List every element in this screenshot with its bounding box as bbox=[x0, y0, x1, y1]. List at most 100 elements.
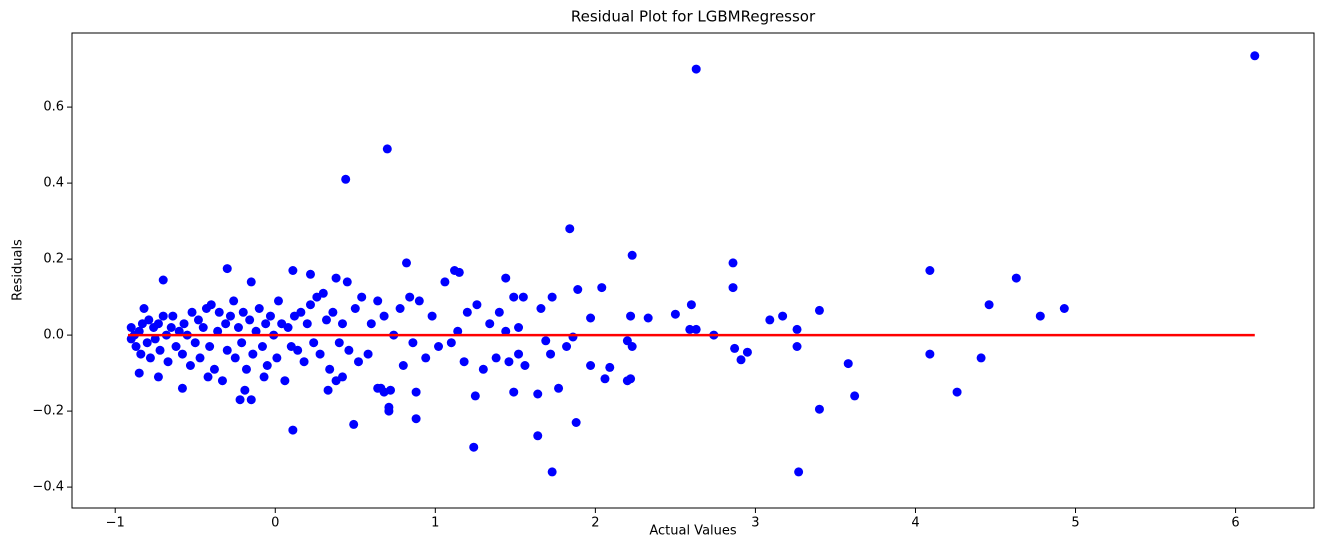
point bbox=[411, 414, 421, 424]
point bbox=[491, 353, 501, 363]
point bbox=[179, 319, 189, 329]
point bbox=[685, 324, 695, 334]
point bbox=[501, 273, 511, 283]
point bbox=[597, 283, 607, 293]
point bbox=[344, 345, 354, 355]
y-axis-label: Residuals bbox=[11, 239, 26, 301]
point bbox=[514, 349, 524, 359]
point bbox=[353, 357, 363, 367]
point bbox=[296, 307, 306, 317]
point bbox=[153, 319, 163, 329]
point bbox=[643, 313, 653, 323]
point bbox=[225, 311, 235, 321]
point bbox=[814, 305, 824, 315]
point bbox=[398, 361, 408, 370]
point bbox=[193, 315, 203, 325]
point bbox=[280, 376, 290, 386]
point bbox=[166, 323, 176, 332]
point bbox=[299, 357, 309, 367]
point bbox=[341, 174, 351, 184]
point bbox=[245, 315, 255, 325]
point bbox=[357, 292, 367, 302]
point bbox=[453, 326, 463, 336]
point bbox=[305, 269, 315, 279]
point bbox=[386, 385, 396, 395]
point bbox=[222, 264, 232, 274]
point bbox=[765, 315, 775, 325]
point bbox=[728, 283, 738, 293]
point bbox=[494, 307, 504, 317]
point bbox=[305, 300, 315, 310]
point bbox=[272, 353, 282, 363]
point bbox=[168, 311, 178, 321]
point bbox=[328, 307, 338, 317]
point bbox=[321, 315, 331, 325]
point bbox=[246, 395, 256, 405]
point bbox=[586, 313, 596, 323]
point bbox=[686, 300, 696, 310]
point bbox=[925, 349, 935, 359]
point bbox=[240, 385, 250, 395]
point bbox=[288, 266, 298, 275]
point bbox=[547, 292, 557, 302]
point bbox=[142, 338, 152, 348]
y-tick-label: 0.4 bbox=[43, 176, 64, 191]
point bbox=[302, 319, 312, 329]
x-tick-label: 4 bbox=[911, 516, 919, 531]
point bbox=[514, 323, 524, 332]
point bbox=[586, 361, 596, 370]
point bbox=[470, 391, 480, 401]
point bbox=[379, 311, 389, 321]
point bbox=[241, 364, 251, 374]
point bbox=[134, 326, 144, 336]
point bbox=[626, 311, 636, 321]
point bbox=[794, 467, 804, 477]
point bbox=[259, 372, 269, 382]
point bbox=[325, 364, 335, 374]
point bbox=[248, 349, 258, 359]
point bbox=[153, 372, 163, 382]
point bbox=[536, 304, 546, 313]
point bbox=[265, 311, 275, 321]
point bbox=[382, 144, 392, 154]
point bbox=[736, 355, 746, 365]
point bbox=[337, 372, 347, 382]
point bbox=[350, 304, 360, 313]
point bbox=[509, 292, 519, 302]
point bbox=[139, 304, 149, 313]
x-tick-label: 6 bbox=[1231, 516, 1239, 531]
point bbox=[261, 319, 271, 329]
point bbox=[145, 353, 155, 363]
point bbox=[373, 383, 383, 393]
point bbox=[554, 383, 564, 393]
x-tick-label: 2 bbox=[591, 516, 599, 531]
point bbox=[459, 357, 469, 367]
point bbox=[150, 334, 160, 344]
point bbox=[925, 266, 935, 275]
point bbox=[177, 383, 187, 393]
y-tick-label: −0.2 bbox=[32, 404, 64, 419]
point bbox=[155, 345, 165, 355]
point bbox=[363, 349, 373, 359]
point bbox=[1250, 51, 1260, 61]
point bbox=[533, 389, 543, 399]
point bbox=[254, 304, 264, 313]
point bbox=[171, 342, 181, 351]
point bbox=[251, 326, 261, 336]
x-tick-label: 0 bbox=[271, 516, 279, 531]
point bbox=[233, 323, 243, 332]
point bbox=[337, 319, 347, 329]
point bbox=[622, 376, 632, 386]
point bbox=[533, 431, 543, 441]
point bbox=[158, 311, 168, 321]
point bbox=[472, 300, 482, 310]
point bbox=[742, 347, 752, 357]
point bbox=[1035, 311, 1045, 321]
point bbox=[205, 342, 215, 351]
point bbox=[462, 307, 472, 317]
point bbox=[229, 296, 239, 306]
point bbox=[571, 418, 581, 427]
point bbox=[283, 323, 293, 332]
point bbox=[850, 391, 860, 401]
